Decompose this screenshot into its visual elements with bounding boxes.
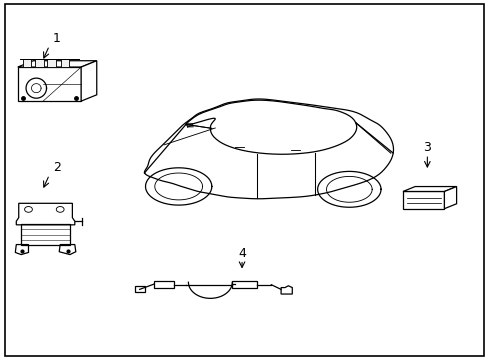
- Polygon shape: [22, 59, 31, 67]
- Polygon shape: [402, 186, 456, 192]
- Polygon shape: [444, 186, 456, 209]
- Text: 3: 3: [423, 141, 430, 154]
- Polygon shape: [18, 61, 97, 67]
- Text: 4: 4: [238, 247, 245, 260]
- Polygon shape: [61, 59, 69, 67]
- Polygon shape: [81, 61, 97, 101]
- Polygon shape: [47, 59, 56, 67]
- Polygon shape: [35, 59, 43, 67]
- Text: 1: 1: [53, 32, 61, 45]
- Text: 2: 2: [53, 161, 61, 174]
